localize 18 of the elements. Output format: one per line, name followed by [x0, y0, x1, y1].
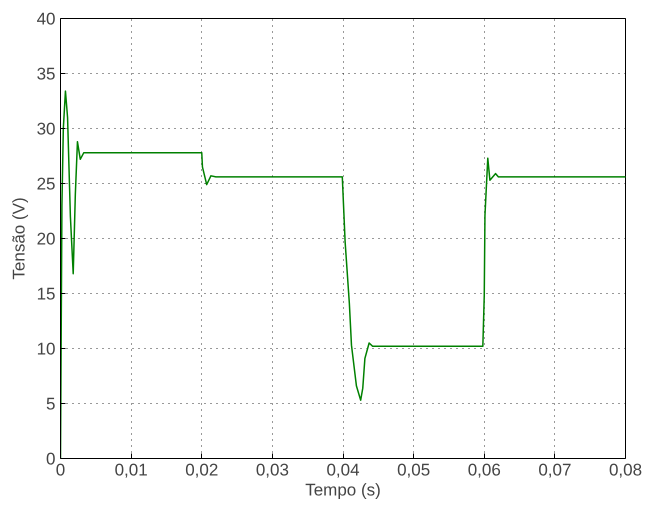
y-tick-label: 25 — [36, 174, 56, 194]
x-tick-label: 0,05 — [397, 460, 430, 480]
y-tick-label: 35 — [36, 64, 56, 84]
x-tick-label: 0,02 — [185, 460, 218, 480]
y-tick-label: 40 — [36, 10, 56, 28]
y-tick-label: 30 — [36, 120, 56, 138]
x-tick-label: 0,01 — [114, 460, 148, 480]
x-tick-label: 0,04 — [326, 460, 360, 480]
x-axis-title: Tempo (s) — [305, 480, 381, 500]
y-tick-label: 15 — [36, 284, 56, 304]
y-tick-label: 20 — [36, 230, 56, 248]
y-axis-title: Tensão (V) — [10, 197, 29, 280]
x-tick-label: 0,07 — [538, 460, 572, 480]
x-tick-label: 0,03 — [256, 460, 289, 480]
x-tick-label: 0,08 — [608, 460, 642, 480]
y-tick-label: 5 — [46, 394, 56, 414]
y-tick-label: 10 — [36, 340, 56, 358]
x-tick-label: 0,06 — [468, 460, 501, 480]
